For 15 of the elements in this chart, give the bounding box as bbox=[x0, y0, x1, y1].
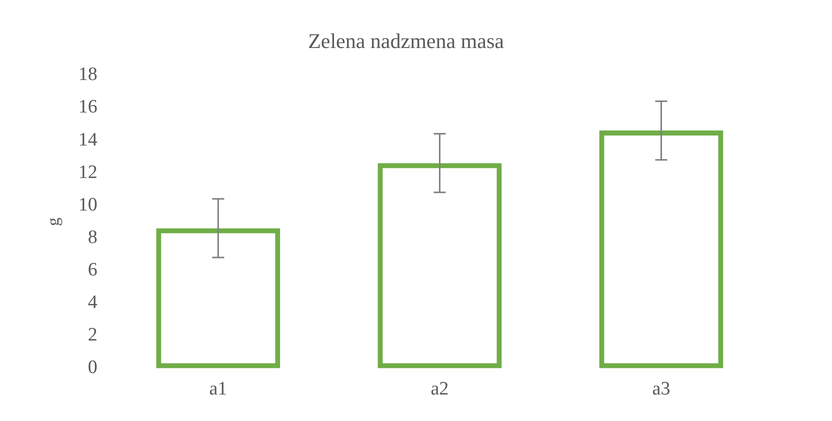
y-tick-label: 0 bbox=[88, 357, 98, 378]
chart-title: Zelena nadzmena masa bbox=[308, 29, 505, 54]
y-tick-label: 8 bbox=[88, 226, 98, 248]
x-tick-label: a3 bbox=[652, 378, 670, 400]
y-tick-label: 6 bbox=[88, 260, 98, 281]
y-tick-label: 2 bbox=[88, 324, 98, 346]
y-tick-label: 18 bbox=[78, 64, 98, 86]
y-tick-label: 10 bbox=[78, 194, 98, 216]
y-tick-label: 4 bbox=[88, 292, 98, 314]
x-tick-label: a1 bbox=[209, 378, 228, 400]
x-tick-label: a2 bbox=[430, 378, 449, 400]
y-tick-label: 16 bbox=[78, 96, 98, 118]
y-tick-label: 14 bbox=[78, 129, 98, 150]
y-axis-title: g bbox=[44, 216, 63, 226]
y-tick-label: 12 bbox=[78, 162, 98, 183]
